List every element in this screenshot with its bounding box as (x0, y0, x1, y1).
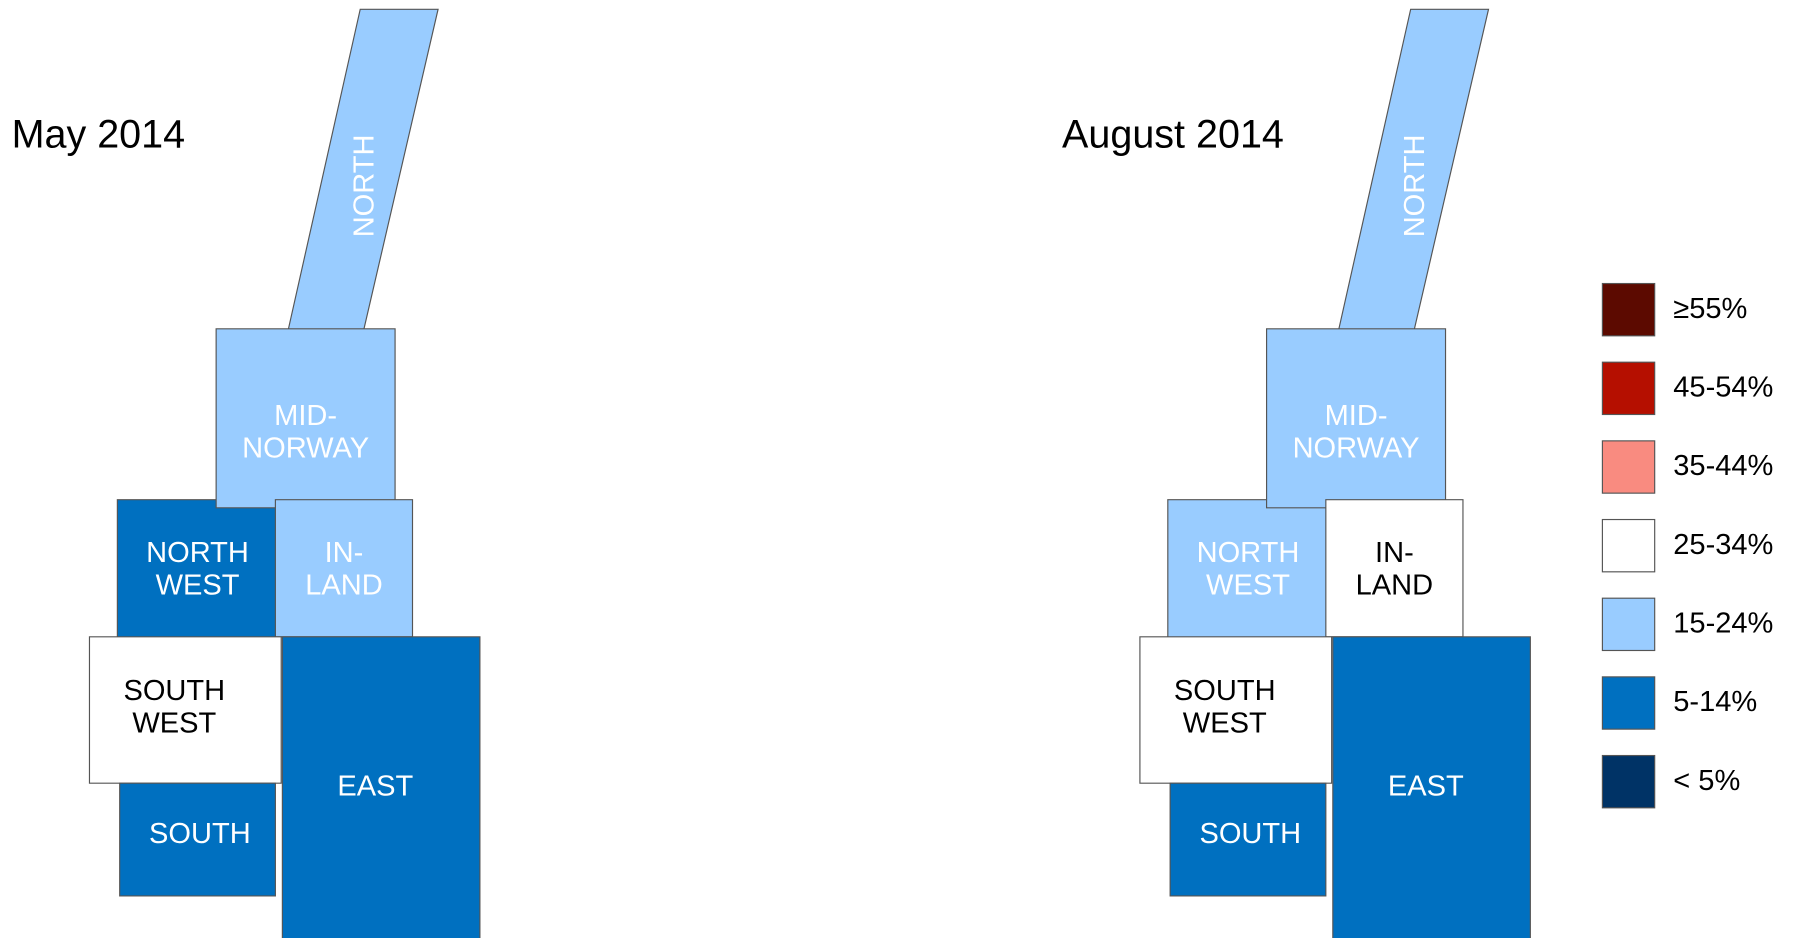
region-label: SOUTH (123, 675, 225, 707)
region-label: EAST (337, 771, 413, 803)
region-label: IN- (1375, 537, 1414, 569)
legend-swatch (1601, 676, 1656, 730)
region-label: NORTH (1399, 135, 1431, 238)
region-label: MID- (1325, 400, 1388, 432)
region-label: NORTH (146, 537, 249, 569)
legend: ≥55% 45-54% 35-44% 25-34% 15-24% 5-14% < 5% (1601, 282, 1773, 809)
region-label: SOUTH (1199, 818, 1301, 850)
legend-label: 25-34% (1673, 529, 1773, 561)
region (119, 782, 276, 897)
legend-label: ≥55% (1673, 293, 1747, 325)
region-label: WEST (132, 708, 216, 740)
region (281, 636, 481, 938)
legend-label: < 5% (1673, 765, 1740, 797)
region-label: SOUTH (1174, 675, 1276, 707)
region-label: WEST (1183, 708, 1267, 740)
legend-label: 35-44% (1673, 450, 1773, 482)
legend-label: 45-54% (1673, 372, 1773, 404)
legend-swatch (1601, 282, 1656, 337)
legend-swatch (1601, 361, 1656, 416)
region-label: WEST (1206, 569, 1290, 601)
map: May 2014 NORTHNORTHWESTMID-NORWAYIN-LANDS… (12, 8, 481, 938)
legend-label: 15-24% (1673, 608, 1773, 640)
region-label: NORWAY (242, 432, 369, 464)
region (1169, 782, 1327, 897)
region-label: SOUTH (149, 818, 251, 850)
region (88, 636, 282, 784)
legend-swatch (1601, 440, 1656, 494)
region-label: EAST (1388, 771, 1464, 803)
region (1332, 636, 1531, 938)
region-label: LAND (1356, 569, 1433, 601)
region (1139, 636, 1333, 784)
map: August 2014 NORTHNORTHWESTMID-NORWAYIN-LA… (1062, 8, 1531, 938)
figure-content: May 2014 NORTHNORTHWESTMID-NORWAYIN-LANDS… (12, 8, 1773, 938)
legend-label: 5-14% (1673, 686, 1757, 718)
region-label: NORTH (349, 135, 381, 238)
region-label: NORTH (1197, 537, 1300, 569)
region-label: LAND (305, 569, 382, 601)
region-label: NORWAY (1293, 432, 1420, 464)
legend-swatch (1601, 518, 1656, 573)
legend-swatch (1601, 754, 1656, 809)
region-label: MID- (274, 400, 337, 432)
region-label: IN- (325, 537, 364, 569)
legend-swatch (1601, 597, 1656, 652)
map-title: August 2014 (1062, 113, 1284, 157)
map-title: May 2014 (12, 113, 185, 157)
region-label: WEST (156, 569, 240, 601)
